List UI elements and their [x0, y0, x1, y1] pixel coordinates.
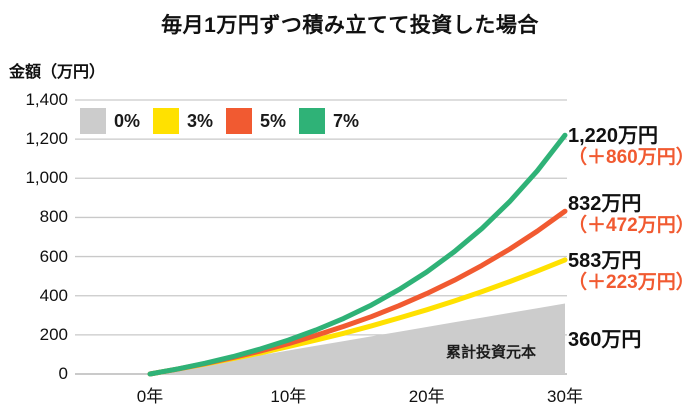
annotation-3pct: 583万円 （＋223万円） — [568, 250, 700, 294]
annotation-gain: （＋223万円） — [568, 272, 695, 293]
y-tick-label: 0 — [58, 364, 68, 383]
annotation-value: 1,220万円 — [568, 125, 659, 147]
annotation-value: 583万円 — [568, 250, 642, 272]
y-tick-label: 800 — [39, 207, 68, 227]
y-tick-label: 1,000 — [25, 168, 68, 188]
y-tick-label: 1,200 — [25, 129, 68, 149]
annotation-gain: （＋860万円） — [568, 147, 695, 168]
annotation-7pct: 1,220万円 （＋860万円） — [568, 125, 700, 169]
legend-label: 5% — [260, 110, 287, 131]
chart-title: 毎月1万円ずつ積み立てて投資した場合 — [161, 14, 539, 37]
y-tick-label: 200 — [39, 324, 68, 344]
y-axis-label: 金額（万円） — [9, 64, 106, 81]
x-tick-label: 30年 — [547, 387, 583, 406]
x-tick-label: 20年 — [408, 387, 445, 406]
annotation-value: 360万円 — [568, 329, 642, 351]
series-line-7% — [147, 132, 568, 377]
y-tick-label: 1,400 — [25, 90, 68, 109]
legend-label: 7% — [333, 110, 360, 131]
legend-swatch — [80, 108, 106, 134]
legend-label: 3% — [187, 110, 214, 131]
legend-swatch — [299, 108, 326, 134]
y-tick-label: 400 — [39, 285, 68, 305]
legend-item-7%: 7% — [299, 108, 359, 134]
y-tick-label: 600 — [39, 246, 68, 266]
x-tick-label: 0年 — [136, 387, 164, 406]
principal-area — [150, 303, 565, 374]
annotation-5pct: 832万円 （＋472万円） — [568, 193, 700, 237]
legend-item-0%: 0% — [80, 108, 140, 134]
annotation-value: 832万円 — [568, 193, 642, 215]
legend-label: 0% — [114, 110, 141, 131]
legend: 0% 3% 5% 7% — [80, 108, 372, 134]
legend-item-3%: 3% — [153, 108, 213, 134]
legend-item-5%: 5% — [226, 108, 286, 134]
annotation-gain: （＋472万円） — [568, 215, 695, 236]
legend-swatch — [226, 108, 253, 134]
annotation-0pct: 360万円 — [568, 329, 700, 351]
legend-swatch — [153, 108, 180, 134]
principal-area-label: 累計投資元本 — [446, 344, 537, 361]
x-tick-label: 10年 — [270, 387, 307, 406]
